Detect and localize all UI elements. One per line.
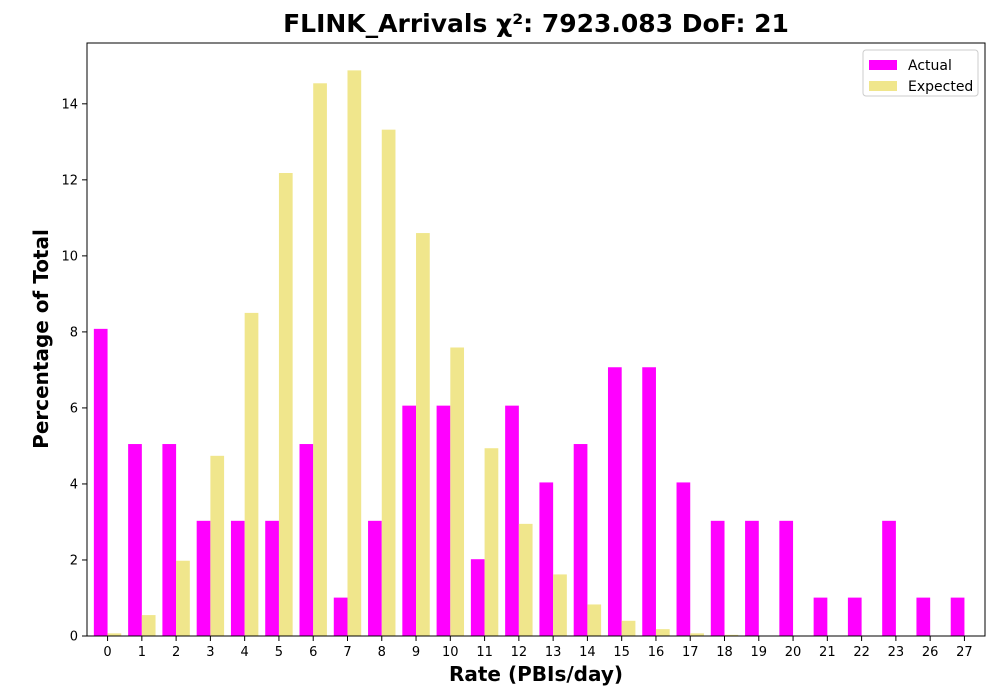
bar-actual-9 (402, 405, 417, 636)
bar-expected-17 (690, 633, 704, 636)
bar-expected-13 (553, 574, 567, 636)
x-tick-label-9: 9 (412, 645, 420, 660)
x-tick-label-3: 3 (206, 645, 214, 660)
y-tick-label-14: 14 (61, 97, 78, 112)
bar-expected-15 (621, 620, 636, 636)
x-tick-label-7: 7 (343, 645, 351, 660)
x-tick-label-14: 14 (579, 645, 596, 660)
bar-expected-3 (210, 455, 225, 636)
x-tick-label-20: 20 (785, 645, 802, 660)
bar-actual-7 (333, 597, 348, 636)
chart-title: FLINK_Arrivals χ²: 7923.083 DoF: 21 (283, 9, 789, 38)
bar-actual-21 (813, 597, 828, 636)
x-tick-label-23: 23 (888, 645, 905, 660)
x-tick-label-11: 11 (476, 645, 493, 660)
bar-actual-11 (470, 559, 485, 636)
x-tick-label-13: 13 (545, 645, 562, 660)
bar-actual-6 (299, 444, 314, 636)
x-tick-label-1: 1 (138, 645, 146, 660)
x-tick-label-10: 10 (442, 645, 459, 660)
bar-actual-16 (642, 367, 656, 636)
bar-expected-6 (313, 83, 327, 637)
bar-actual-10 (436, 405, 451, 636)
bar-expected-12 (518, 523, 533, 636)
bar-expected-11 (484, 448, 499, 636)
bar-actual-12 (505, 405, 519, 636)
bar-actual-14 (573, 444, 588, 636)
legend-swatch-actual (869, 60, 897, 70)
legend-label-actual: Actual (908, 58, 952, 74)
x-tick-label-19: 19 (751, 645, 768, 660)
bar-expected-5 (278, 173, 293, 636)
legend-label-expected: Expected (908, 79, 973, 95)
x-tick-label-4: 4 (241, 645, 249, 660)
bar-actual-0 (93, 328, 108, 636)
bar-actual-20 (779, 520, 794, 636)
x-tick-label-5: 5 (275, 645, 283, 660)
plot-area: 0 1 2 3 4 5 6 7 8 9 10 11 12 13 14 15 16 17 18 19 20 21 22 23 26… (61, 42, 986, 660)
legend: Actual Expected (862, 49, 979, 97)
bar-expected-10 (450, 347, 465, 636)
y-axis-label: Percentage of Total (29, 229, 53, 449)
bar-expected-9 (416, 233, 430, 636)
bar-actual-13 (539, 482, 554, 636)
x-tick-label-2: 2 (172, 645, 180, 660)
bar-actual-3 (196, 520, 211, 636)
bar-actual-27 (950, 597, 965, 636)
bar-expected-18 (724, 634, 739, 636)
x-tick-label-12: 12 (511, 645, 528, 660)
bar-expected-4 (244, 312, 259, 636)
x-tick-label-8: 8 (378, 645, 386, 660)
plot-frame (86, 42, 986, 637)
x-tick-label-16: 16 (648, 645, 665, 660)
y-tick-label-8: 8 (70, 325, 78, 340)
x-tick-label-27: 27 (956, 645, 973, 660)
bar-expected-8 (381, 129, 396, 637)
x-tick-label-22: 22 (853, 645, 870, 660)
bar-expected-14 (587, 604, 602, 636)
bar-actual-5 (265, 520, 279, 636)
x-tick-label-26: 26 (922, 645, 939, 660)
bar-actual-22 (847, 597, 862, 636)
bar-expected-7 (347, 70, 362, 637)
bar-expected-2 (176, 560, 190, 636)
x-tick-label-6: 6 (309, 645, 317, 660)
bar-actual-23 (882, 520, 896, 636)
y-tick-label-10: 10 (61, 249, 78, 264)
bar-actual-19 (745, 520, 759, 636)
y-tick-label-2: 2 (70, 553, 78, 568)
bar-actual-4 (230, 520, 245, 636)
bar-actual-8 (368, 520, 382, 636)
bar-actual-17 (676, 482, 691, 636)
bar-actual-15 (607, 367, 622, 636)
y-tick-label-0: 0 (70, 630, 78, 645)
bar-actual-18 (710, 520, 725, 636)
x-tick-label-21: 21 (819, 645, 836, 660)
x-tick-label-17: 17 (682, 645, 699, 660)
x-tick-label-0: 0 (103, 645, 111, 660)
y-tick-label-6: 6 (70, 401, 78, 416)
y-tick-label-4: 4 (70, 477, 78, 492)
bar-actual-1 (128, 444, 142, 636)
bar-expected-1 (141, 615, 156, 636)
bar-actual-26 (916, 597, 931, 636)
x-axis-label: Rate (PBIs/day) (449, 662, 623, 686)
x-tick-label-15: 15 (613, 645, 630, 660)
x-tick-label-18: 18 (716, 645, 733, 660)
legend-swatch-expected (869, 81, 897, 91)
bar-expected-16 (655, 629, 670, 636)
bar-expected-0 (107, 633, 122, 636)
bar-actual-2 (162, 444, 177, 636)
y-tick-label-12: 12 (61, 173, 78, 188)
